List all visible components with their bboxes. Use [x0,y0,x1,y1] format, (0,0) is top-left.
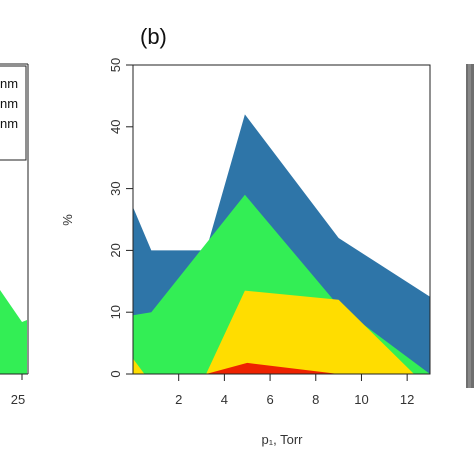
x-tick-label: 4 [221,392,228,407]
y-tick-label: 10 [108,305,123,319]
y-axis: 0 10 20 30 40 50 [108,58,133,378]
x-tick-label: 2 [175,392,182,407]
y-tick-label: 30 [108,181,123,195]
area-series-layer [133,114,430,375]
micrograph-texture [468,64,471,388]
x-axis: 2 4 6 8 10 12 [175,374,414,407]
y-tick-label: 50 [108,58,123,72]
right-micrograph-fragment [466,64,474,388]
area-series-4 [206,362,339,374]
y-axis-title: % [60,214,75,226]
panel-label: (b) [140,24,167,49]
x-axis-title: p₁, Torr [262,432,304,447]
x-tick-label: 8 [312,392,319,407]
x-tick-label: 6 [266,392,273,407]
x-tick-label: 10 [354,392,368,407]
left-panel-legend-entry-2: nm [0,96,18,111]
left-panel-x-tick-label: 25 [11,392,25,407]
left-panel: 25 nm nm nm [0,63,29,407]
left-panel-green-area [0,290,27,374]
x-tick-label: 12 [400,392,414,407]
area-series-3 [133,290,414,374]
left-panel-legend-entry-3: nm [0,116,18,131]
left-panel-legend-box [0,65,27,161]
y-tick-label: 20 [108,243,123,257]
y-tick-label: 40 [108,120,123,134]
y-tick-label: 0 [108,370,123,377]
left-panel-legend-entry-1: nm [0,76,18,91]
plot-frame [132,64,431,375]
